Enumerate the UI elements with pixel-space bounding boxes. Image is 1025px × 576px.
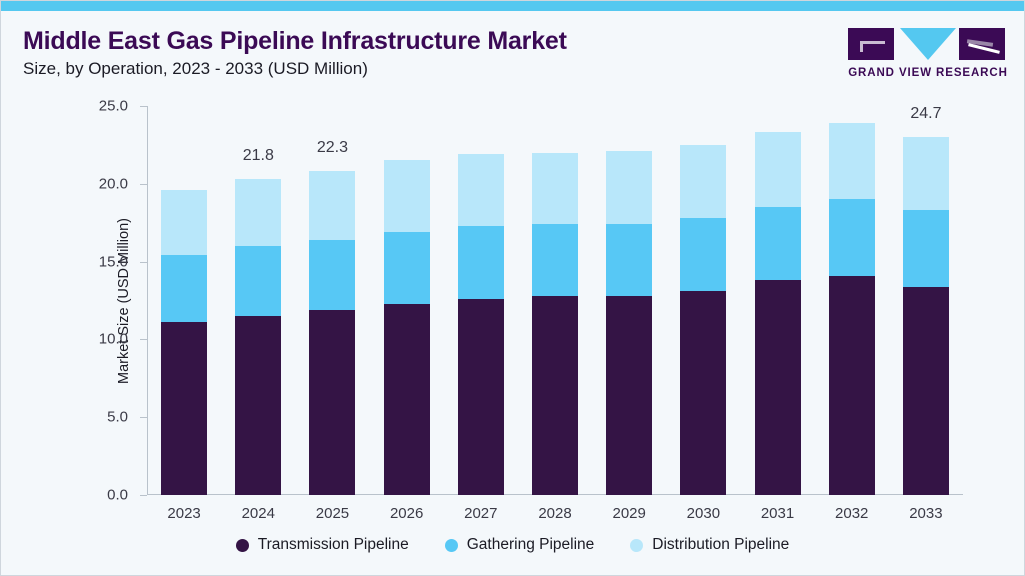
y-axis-tick-label: 25.0: [98, 97, 128, 115]
bar-segment[interactable]: [309, 171, 356, 240]
y-axis-tick: 10.0: [99, 331, 147, 348]
bar-value-label: 21.8: [242, 147, 274, 165]
y-axis-tick: 25.0: [99, 98, 147, 115]
bar-group[interactable]: 2025 22.3: [309, 106, 356, 522]
legend-item[interactable]: Transmission Pipeline: [235, 536, 409, 554]
y-axis-tick: 5.0: [107, 409, 147, 426]
bar-segment[interactable]: [828, 199, 875, 276]
bar-segment[interactable]: [383, 232, 430, 304]
logo-marks: [848, 25, 1008, 63]
bar-segment[interactable]: [235, 316, 282, 495]
x-axis-tick-label: 2029: [612, 505, 646, 522]
legend-swatch-icon: [235, 538, 249, 552]
y-axis-tick: 0.0: [107, 487, 147, 504]
bar-group[interactable]: 2030: [680, 106, 727, 522]
bar-segment[interactable]: [161, 190, 208, 256]
bar-group[interactable]: 2031: [754, 106, 801, 522]
bar-segment[interactable]: [754, 132, 801, 208]
bar-segment[interactable]: [680, 144, 727, 219]
plot-area: Market Size (USD Million) 0.0 5.0 10.0 15.0…: [99, 98, 963, 522]
bar-value-label: 22.3: [316, 139, 349, 157]
bar-segment[interactable]: [902, 286, 949, 495]
bar-group[interactable]: 2033 24.7: [902, 105, 949, 522]
bar-segment[interactable]: [309, 239, 356, 310]
legend-item[interactable]: Distribution Pipeline: [630, 536, 789, 554]
bar-value-label: 24.7: [910, 105, 942, 123]
legend-item[interactable]: Gathering Pipeline: [444, 536, 595, 554]
bar-segment[interactable]: [235, 179, 282, 247]
bar-group[interactable]: 2028: [532, 106, 578, 522]
bar-group[interactable]: 2023: [161, 106, 208, 522]
bar-segment[interactable]: [902, 137, 949, 211]
x-axis-tick-label: 2026: [389, 505, 424, 522]
y-axis-tick: 20.0: [99, 175, 147, 192]
x-axis-tick-label: 2028: [538, 505, 572, 522]
bar-segment[interactable]: [235, 246, 282, 317]
x-axis-tick-label: 2023: [167, 505, 201, 522]
bar-segment[interactable]: [828, 275, 875, 495]
y-axis-title: Market Size (USD Million): [115, 217, 132, 384]
legend-swatch-icon: [444, 538, 458, 552]
bar-series-container: 2023 2024 21.8 2025 22.3 2026 2027 2028 2029 2030…: [147, 105, 963, 522]
bar-segment[interactable]: [606, 151, 653, 225]
logo-g-icon: [848, 28, 894, 60]
x-axis-tick-label: 2031: [760, 505, 795, 522]
bar-segment[interactable]: [680, 218, 727, 292]
chart-header: Middle East Gas Pipeline Infrastructure …: [1, 11, 1024, 91]
bar-segment[interactable]: [828, 123, 875, 200]
y-axis-tick-label: 10.0: [98, 330, 128, 348]
legend-item-label: Transmission Pipeline: [257, 536, 409, 553]
y-axis-tick-label: 5.0: [107, 408, 128, 426]
logo-g-stem: [860, 41, 863, 52]
bar-segment[interactable]: [457, 225, 504, 299]
logo-g-bar: [860, 41, 885, 44]
logo-v-triangle-icon: [900, 28, 956, 60]
bar-segment[interactable]: [680, 291, 727, 495]
x-axis-tick-label: 2032: [835, 505, 869, 522]
x-axis-tick-label: 2025: [315, 505, 350, 522]
bar-group[interactable]: 2026: [383, 106, 430, 522]
logo-wordmark: GRAND VIEW RESEARCH: [848, 67, 1008, 79]
y-axis-tick-label: 20.0: [98, 175, 128, 193]
bar-segment[interactable]: [309, 309, 356, 495]
bar-segment[interactable]: [457, 298, 504, 495]
logo-r-icon: [959, 28, 1005, 60]
bar-segment[interactable]: [754, 280, 801, 495]
bar-segment[interactable]: [606, 224, 653, 296]
page-subtitle: Size, by Operation, 2023 - 2033 (USD Mil…: [23, 59, 368, 78]
chart-legend: Transmission Pipeline Gathering Pipeline D…: [1, 536, 1024, 554]
bar-segment[interactable]: [532, 295, 578, 495]
bar-group[interactable]: 2032: [828, 106, 875, 522]
grand-view-research-logo: GRAND VIEW RESEARCH: [848, 25, 1008, 87]
bar-segment[interactable]: [754, 207, 801, 281]
y-axis-line: [147, 106, 148, 495]
bar-segment[interactable]: [606, 295, 653, 495]
bar-segment[interactable]: [161, 255, 208, 323]
bar-segment[interactable]: [383, 160, 430, 233]
y-axis-tick: 15.0: [99, 253, 147, 270]
page-title: Middle East Gas Pipeline Infrastructure …: [23, 27, 567, 55]
bar-segment[interactable]: [902, 210, 949, 287]
x-axis-tick-label: 2033: [909, 505, 943, 522]
bar-group[interactable]: 2027: [457, 106, 504, 522]
bar-segment[interactable]: [532, 152, 578, 225]
x-axis-tick-label: 2024: [241, 505, 275, 522]
bar-segment[interactable]: [161, 322, 208, 495]
bar-segment[interactable]: [457, 154, 504, 226]
y-axis-tick-label: 0.0: [107, 486, 128, 504]
bar-group[interactable]: 2029: [606, 106, 653, 522]
legend-item-label: Gathering Pipeline: [466, 536, 595, 553]
bar-segment[interactable]: [532, 224, 578, 296]
x-axis-tick-label: 2027: [464, 505, 498, 522]
x-axis-tick-label: 2030: [686, 505, 721, 522]
bar-segment[interactable]: [383, 303, 430, 495]
y-axis-tick-label: 15.0: [98, 253, 128, 271]
bar-group[interactable]: 2024 21.8: [235, 106, 282, 522]
legend-item-label: Distribution Pipeline: [652, 536, 790, 553]
legend-swatch-icon: [630, 538, 644, 552]
top-accent-bar: [1, 1, 1024, 11]
